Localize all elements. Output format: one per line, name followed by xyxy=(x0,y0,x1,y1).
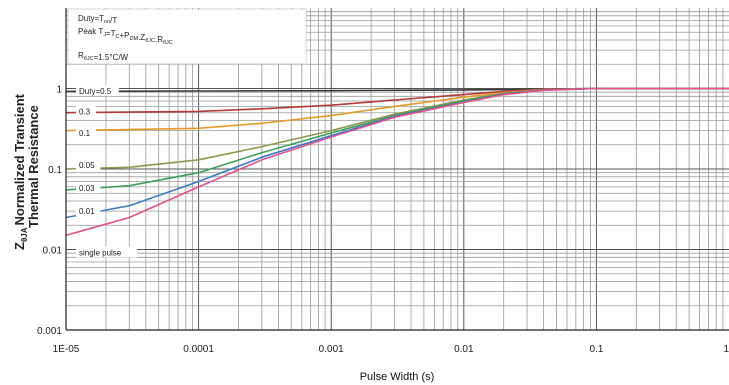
series-lines xyxy=(65,87,729,237)
y-tick-label: 0.01 xyxy=(43,246,63,257)
series-label-3: 0.05 xyxy=(79,161,95,170)
series-label-bg xyxy=(76,205,101,217)
x-tick-label: 1E-05 xyxy=(53,344,80,355)
y-tick-label: 0.001 xyxy=(37,326,62,337)
series-label-6: single pulse xyxy=(79,248,122,257)
annotation-box-bg xyxy=(67,8,307,65)
x-tick-label: 0.1 xyxy=(589,344,603,355)
x-tick-label: 0.001 xyxy=(319,344,344,355)
series-labels: Duty=0.5 0.3 0.1 0.05 0.03 0.01 single pulse xyxy=(76,85,138,258)
series-label-bg xyxy=(76,105,96,117)
y-axis-title-sub: θJA xyxy=(20,227,29,242)
svg-text:ZθJANormalized Transient: ZθJA Normalized Transient xyxy=(12,93,29,250)
annotation-box: Duty=Ton/T Peak TJ=TC+PDM.ZθJC.RθJC RθJC=1… xyxy=(67,8,307,65)
series-label-bg xyxy=(76,127,96,139)
series-label-5: 0.01 xyxy=(79,207,95,216)
y-tick-label: 0.1 xyxy=(48,165,62,176)
annotation-line-duty: Duty=Ton/T xyxy=(78,14,117,25)
y-axis-title-prefix: Z xyxy=(12,242,27,250)
series-label-bg xyxy=(76,182,101,194)
axes: 1E-05 0.0001 0.001 0.01 0.1 1 0.001 0.01 0.1 1 xyxy=(37,8,729,355)
x-tick-label: 1 xyxy=(723,344,729,355)
series-label-bg xyxy=(76,85,119,97)
annotation-line-rth: RθJC=1.5°C/W xyxy=(78,51,129,62)
y-axis-title-line1: Normalized Transient xyxy=(12,93,27,225)
series-label-4: 0.03 xyxy=(79,184,95,193)
series-label-bg xyxy=(76,159,101,171)
series-label-0: Duty=0.5 xyxy=(79,87,112,96)
series-label-2: 0.1 xyxy=(79,129,91,138)
y-axis-title: ZθJA Normalized Transient Thermal Resista… xyxy=(12,93,41,250)
y-axis-title-line2: Thermal Resistance xyxy=(26,105,41,228)
series-line-6 xyxy=(65,87,729,237)
series-label-bg xyxy=(76,246,138,258)
x-tick-label: 0.01 xyxy=(454,344,474,355)
x-tick-label: 0.0001 xyxy=(183,344,214,355)
annotation-line-peak: Peak TJ=TC+PDM.ZθJC.RθJC xyxy=(78,27,173,46)
series-label-1: 0.3 xyxy=(79,107,91,116)
x-axis-title: Pulse Width (s) xyxy=(360,371,435,383)
y-tick-label: 1 xyxy=(56,85,62,96)
